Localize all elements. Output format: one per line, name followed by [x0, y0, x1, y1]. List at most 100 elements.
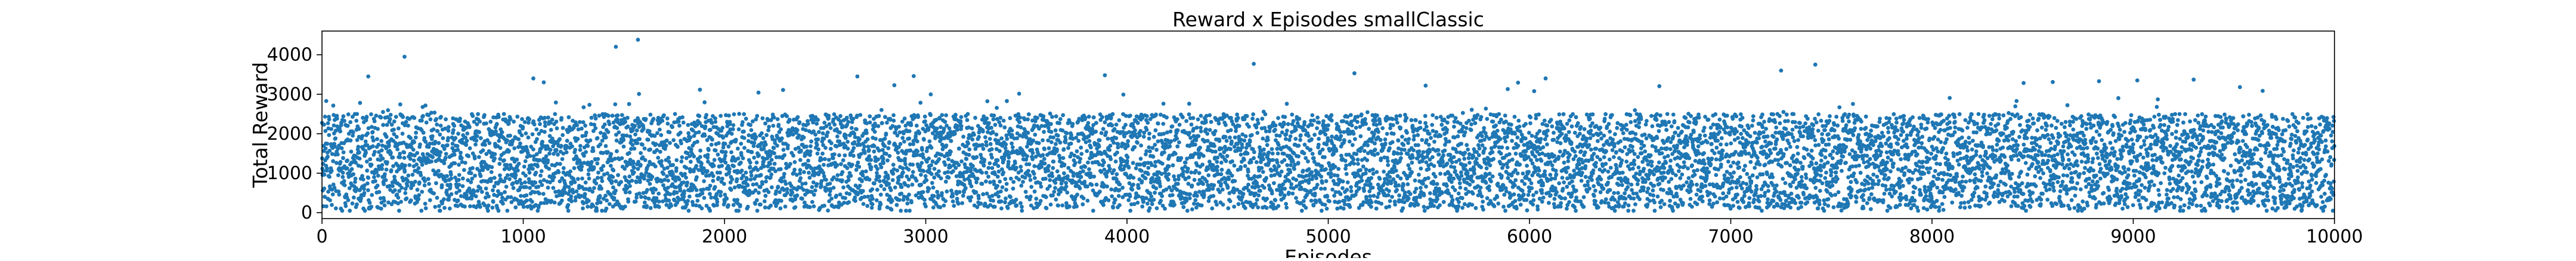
data-point: [457, 173, 462, 177]
data-point: [1054, 197, 1058, 202]
data-point: [1032, 171, 1036, 176]
data-point: [813, 133, 818, 137]
data-point: [927, 186, 931, 191]
data-point: [957, 190, 962, 194]
data-point: [392, 188, 397, 192]
data-point: [621, 145, 626, 149]
data-point: [766, 128, 770, 133]
data-point: [816, 137, 821, 142]
data-point: [1239, 165, 1243, 170]
data-point: [895, 168, 899, 173]
data-point: [921, 169, 926, 173]
data-point: [333, 206, 338, 211]
data-point: [473, 194, 478, 199]
data-point: [1101, 202, 1106, 207]
data-point: [678, 130, 683, 135]
data-point: [423, 206, 428, 211]
data-point: [1110, 123, 1114, 128]
data-point: [1001, 170, 1006, 175]
data-point: [1049, 140, 1054, 145]
data-point: [908, 208, 912, 213]
data-point: [586, 143, 590, 148]
data-point: [1217, 139, 1222, 143]
data-point: [444, 117, 448, 122]
data-point: [1128, 208, 1133, 213]
data-point: [1199, 113, 1203, 118]
data-point: [573, 198, 578, 203]
data-point: [1168, 129, 1173, 134]
data-point: [1250, 116, 1255, 121]
data-point: [1079, 145, 1083, 150]
data-point: [927, 167, 931, 171]
data-point: [458, 116, 462, 121]
data-point: [603, 135, 608, 140]
data-point: [1003, 146, 1008, 151]
data-point: [706, 148, 711, 152]
data-point: [641, 127, 646, 131]
data-point: [454, 191, 459, 195]
data-point: [1224, 159, 1228, 164]
data-point: [721, 145, 726, 150]
data-point: [1273, 198, 1278, 202]
data-point: [478, 205, 482, 209]
data-point: [953, 165, 958, 170]
data-point: [984, 143, 989, 148]
data-point: [551, 186, 556, 190]
data-point: [970, 126, 974, 131]
data-point: [1175, 136, 1179, 141]
data-point: [813, 188, 818, 193]
data-point: [361, 115, 365, 120]
data-point: [368, 157, 373, 161]
data-point: [1320, 208, 1324, 213]
data-point: [498, 146, 503, 151]
data-point: [402, 123, 407, 128]
data-point: [731, 202, 736, 207]
data-point: [758, 185, 763, 189]
data-point: [620, 156, 624, 161]
data-point: [1026, 117, 1030, 122]
data-point: [1252, 150, 1256, 155]
data-point: [1029, 185, 1034, 189]
data-point: [1315, 115, 1320, 120]
data-point: [472, 156, 477, 161]
data-point: [627, 174, 632, 179]
data-point: [426, 177, 431, 182]
data-point: [384, 167, 389, 172]
data-point: [774, 189, 779, 194]
data-point: [333, 144, 337, 149]
data-point: [661, 199, 665, 204]
data-point: [1156, 121, 1160, 126]
data-point: [478, 174, 483, 179]
data-point: [1165, 115, 1169, 120]
data-point: [853, 198, 857, 203]
data-point: [413, 179, 417, 184]
data-point: [349, 167, 354, 171]
data-point: [476, 112, 480, 116]
data-point: [589, 122, 593, 127]
data-point: [911, 170, 915, 174]
data-point: [1031, 138, 1036, 143]
data-point: [1004, 188, 1008, 192]
data-point: [812, 204, 816, 208]
data-point: [325, 166, 329, 171]
data-point: [1242, 138, 1247, 143]
data-point: [561, 133, 565, 137]
data-point: [1187, 196, 1192, 201]
data-point: [592, 186, 596, 191]
data-point: [1049, 122, 1053, 127]
data-point: [363, 208, 367, 213]
data-point: [605, 171, 609, 176]
data-point: [577, 120, 582, 124]
data-point: [832, 152, 837, 156]
data-point: [1075, 149, 1079, 153]
data-point: [846, 119, 850, 124]
data-point: [657, 199, 661, 204]
data-point: [816, 130, 821, 134]
data-point: [686, 131, 691, 136]
data-point: [1042, 161, 1047, 166]
data-point: [371, 138, 376, 143]
data-point: [718, 194, 723, 198]
data-point: [1153, 143, 1157, 147]
data-point: [923, 174, 928, 179]
data-point: [981, 192, 986, 196]
